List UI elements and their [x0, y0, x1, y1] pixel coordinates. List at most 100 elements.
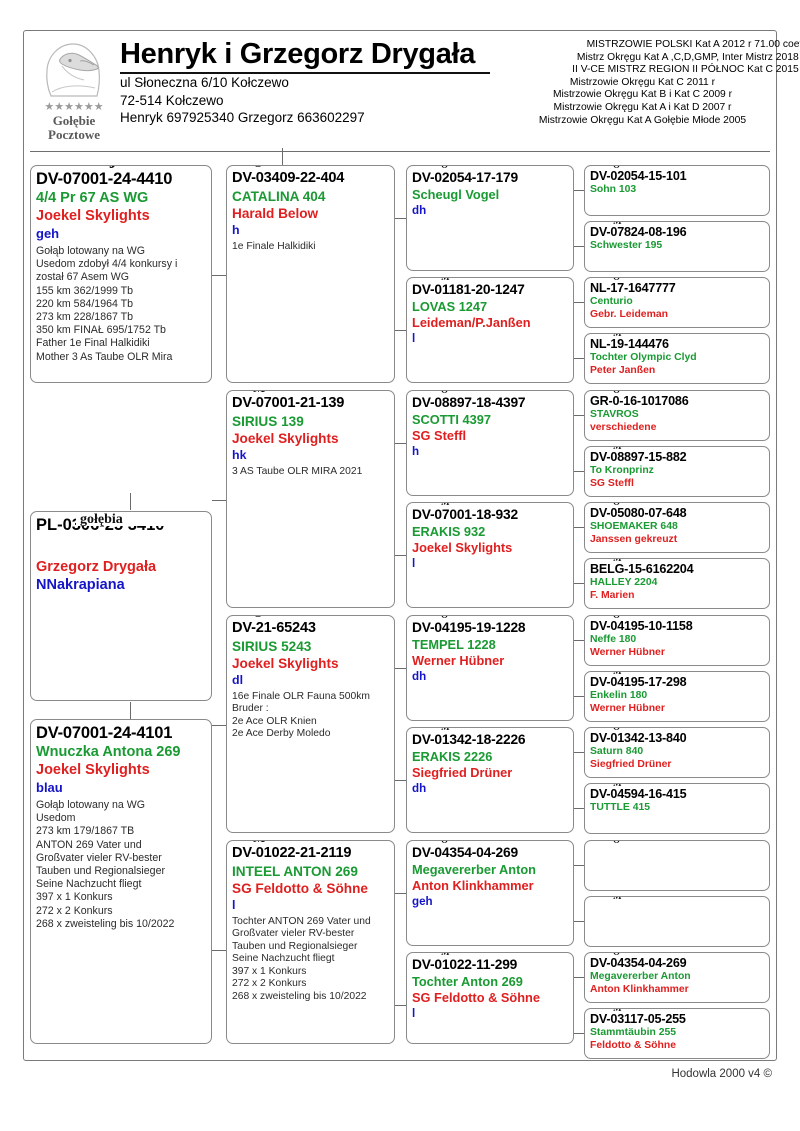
pigeon-name: Enkelin 180 — [590, 690, 648, 701]
breeder-name: Siegfried Drüner — [412, 764, 513, 780]
breeder-name: Harald Below — [232, 205, 319, 221]
logo-word-pocztowe: Pocztowe — [48, 127, 100, 142]
connector — [572, 696, 584, 698]
note-line: 350 km FINAŁ 695/1752 Tb — [36, 324, 166, 337]
pedigree-box-gen2-4[interactable]: M DV-01022-21-2119 INTEEL ANTON 269 SG F… — [226, 840, 395, 1044]
box-tag-male: O — [609, 278, 625, 283]
pigeon-name: INTEEL ANTON 269 — [232, 863, 358, 879]
connector — [572, 752, 584, 754]
connector — [392, 1005, 406, 1007]
breeder-name: Anton Klinkhammer — [412, 877, 534, 893]
ring-number: DV-04354-04-269 — [412, 845, 518, 860]
pedigree-box-gen4-13[interactable]: O — [584, 840, 770, 891]
pedigree-box-gen4-6[interactable]: M DV-08897-15-882 To Kronprinz SG Steffl — [584, 446, 770, 497]
note-line: Seine Nachzucht fliegt — [36, 878, 142, 891]
ring-number: DV-01342-13-840 — [590, 731, 687, 745]
box-tag-male: O — [437, 166, 453, 171]
pedigree-box-gen4-15[interactable]: O DV-04354-04-269 Megavererber Anton Ant… — [584, 952, 770, 1003]
ring-number: DV-08897-18-4397 — [412, 395, 526, 410]
notes-block: Gołąb lotowany na WG Usedom zdobył 4/4 k… — [36, 245, 207, 364]
title-block: Henryk i Grzegorz Drygała ul Słoneczna 6… — [120, 38, 490, 127]
breeder-name: SG Feldotto & Söhne — [232, 880, 368, 896]
note-line: 16e Finale OLR Fauna 500km — [232, 690, 370, 702]
pedigree-box-gen4-14[interactable]: M — [584, 896, 770, 947]
box-tag-male: O — [609, 841, 625, 846]
box-tag-subject: Rodowód gołębia — [76, 512, 166, 527]
connector — [392, 780, 406, 782]
pedigree-box-gen3-8[interactable]: M DV-01022-11-299 Tochter Anton 269 SG F… — [406, 952, 574, 1044]
connector — [392, 330, 406, 332]
pedigree-box-gen3-3[interactable]: O DV-08897-18-4397 SCOTTI 4397 SG Steffl… — [406, 390, 574, 496]
ring-number: DV-04594-16-415 — [590, 787, 687, 801]
note-line: 2e Ace OLR Knien — [232, 715, 317, 727]
pedigree-box-gen3-6[interactable]: M DV-01342-18-2226 ERAKIS 2226 Siegfried… — [406, 727, 574, 833]
ring-number: DV-01181-20-1247 — [412, 282, 525, 297]
breeder-name: Werner Hübner — [412, 652, 505, 668]
box-tag-female: M — [437, 728, 454, 733]
connector — [572, 865, 584, 867]
pigeon-head-icon — [39, 40, 109, 102]
address-line-2: 72-514 Kołczewo — [120, 92, 224, 108]
note-line: Gołąb lotowany na WG — [36, 245, 145, 257]
pedigree-box-gen4-10[interactable]: M DV-04195-17-298 Enkelin 180 Werner Hüb… — [584, 671, 770, 722]
ring-number: DV-07824-08-196 — [590, 225, 687, 239]
pedigree-box-gen2-1[interactable]: O DV-03409-22-404 CATALINA 404 Harald Be… — [226, 165, 395, 383]
color-code: NNakrapiana — [36, 577, 125, 593]
connector — [392, 555, 406, 557]
connector — [282, 148, 284, 165]
note-line: Usedom zdobył 4/4 konkursy i — [36, 258, 178, 271]
pedigree-box-gen4-1[interactable]: O DV-02054-15-101 Sohn 103 — [584, 165, 770, 216]
color-code: geh — [412, 894, 433, 908]
box-tag-male: O — [437, 616, 453, 621]
pedigree-box-mother[interactable]: Matka DV-07001-24-4101 Wnuczka Antona 26… — [30, 719, 212, 1044]
pedigree-box-gen4-9[interactable]: O DV-04195-10-1158 Neffe 180 Werner Hübn… — [584, 615, 770, 666]
color-code: l — [232, 897, 236, 912]
box-tag-female: M — [609, 334, 626, 339]
pedigree-box-gen2-2[interactable]: M DV-07001-21-139 SIRIUS 139 Joekel Skyl… — [226, 390, 395, 608]
pedigree-box-gen4-3[interactable]: O NL-17-1647777 Centurio Gebr. Leideman — [584, 277, 770, 328]
box-tag-male: O — [609, 391, 625, 396]
pedigree-box-gen4-11[interactable]: O DV-01342-13-840 Saturn 840 Siegfried D… — [584, 727, 770, 778]
pedigree-box-gen3-2[interactable]: M DV-01181-20-1247 LOVAS 1247 Leideman/P… — [406, 277, 574, 383]
pedigree-box-gen3-4[interactable]: M DV-07001-18-932 ERAKIS 932 Joekel Skyl… — [406, 502, 574, 608]
achievement-item: Mistrzowie Okręgu Kat A Gołębie Młode 20… — [538, 114, 747, 126]
notes-block: 1e Finale Halkidiki — [232, 241, 390, 254]
connector — [572, 415, 584, 417]
box-tag-male: O — [609, 503, 625, 508]
breeder-name: Peter Janßen — [590, 364, 656, 376]
pigeon-name: SIRIUS 5243 — [232, 638, 312, 654]
pedigree-box-gen4-7[interactable]: O DV-05080-07-648 SHOEMAKER 648 Janssen … — [584, 502, 770, 553]
pedigree-box-gen3-1[interactable]: O DV-02054-17-179 Scheugl Vogel dh — [406, 165, 574, 271]
pedigree-box-gen4-8[interactable]: M BELG-15-6162204 HALLEY 2204 F. Marien — [584, 558, 770, 609]
ring-number: DV-08897-15-882 — [590, 450, 687, 464]
box-tag-male: O — [437, 841, 453, 846]
ring-number: NL-19-144476 — [590, 337, 669, 351]
pedigree-box-gen4-5[interactable]: O GR-0-16-1017086 STAVROS verschiedene — [584, 390, 770, 441]
pedigree-box-gen3-5[interactable]: O DV-04195-19-1228 TEMPEL 1228 Werner Hü… — [406, 615, 574, 721]
breeder-name: Janssen gekreuzt — [590, 533, 678, 545]
pedigree-box-gen4-4[interactable]: M NL-19-144476 Tochter Olympic Clyd Pete… — [584, 333, 770, 384]
notes-block: 16e Finale OLR Fauna 500km Bruder : 2e A… — [232, 691, 390, 741]
breeder-name: Gebr. Leideman — [590, 308, 668, 320]
pedigree-box-gen4-2[interactable]: M DV-07824-08-196 Schwester 195 — [584, 221, 770, 272]
ring-number: DV-03117-05-255 — [590, 1012, 686, 1026]
color-code: dh — [412, 781, 427, 795]
pigeon-name: 4/4 Pr 67 AS WG — [36, 190, 149, 206]
pedigree-box-subject[interactable]: Rodowód gołębia PL-0306-25 3410 Grzegorz… — [30, 511, 212, 701]
pedigree-box-gen4-16[interactable]: M DV-03117-05-255 Stammtäubin 255 Feldot… — [584, 1008, 770, 1059]
pigeon-name: Stammtäubin 255 — [590, 1027, 677, 1038]
breeder-name: Joekel Skylights — [412, 539, 513, 555]
connector — [572, 527, 584, 529]
pigeon-name: HALLEY 2204 — [590, 577, 658, 588]
pedigree-box-gen2-3[interactable]: O DV-21-65243 SIRIUS 5243 Joekel Skyligh… — [226, 615, 395, 833]
connector — [572, 583, 584, 585]
note-line: Großvater vieler RV-bester — [232, 928, 355, 940]
pedigree-box-gen4-12[interactable]: M DV-04594-16-415 TUTTLE 415 — [584, 783, 770, 834]
achievements-list: MISTRZOWIE POLSKI Kat A 2012 r 71.00 coe… — [480, 39, 800, 127]
note-line: 268 x zweisteling bis 10/2022 — [232, 991, 367, 1003]
pedigree-box-father[interactable]: Ojciec DV-07001-24-4410 4/4 Pr 67 AS WG … — [30, 165, 212, 383]
color-code: dl — [232, 672, 244, 687]
box-tag-female: M — [609, 559, 626, 564]
address-line-3: Henryk 697925340 Grzegorz 663602297 — [120, 110, 365, 125]
pedigree-box-gen3-7[interactable]: O DV-04354-04-269 Megavererber Anton Ant… — [406, 840, 574, 946]
